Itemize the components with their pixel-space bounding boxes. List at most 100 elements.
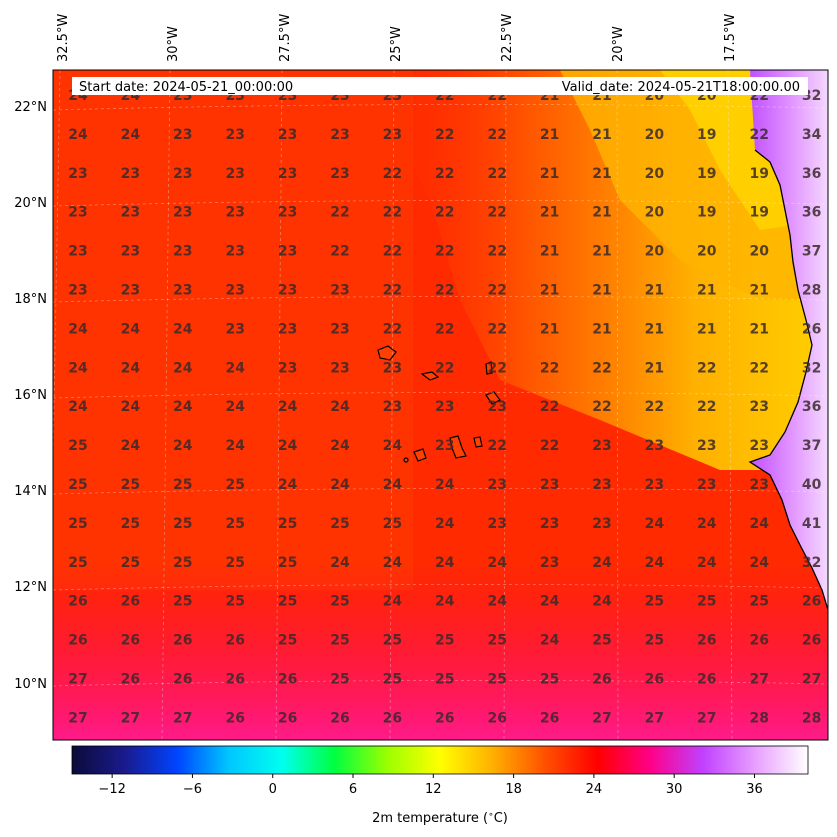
- temperature-value: 24: [330, 399, 350, 415]
- temperature-value: 24: [173, 399, 193, 415]
- temperature-value: 23: [749, 399, 768, 415]
- map-frame: [52, 69, 829, 741]
- temperature-value: 25: [435, 633, 454, 649]
- temperature-value: 23: [121, 166, 140, 182]
- temperature-value: 23: [225, 283, 244, 299]
- temperature-value: 25: [540, 672, 559, 688]
- colorbar: [71, 745, 809, 775]
- temperature-value: 23: [68, 166, 87, 182]
- temperature-value: 23: [278, 205, 297, 221]
- temperature-value: 26: [225, 672, 244, 688]
- valid-date-text: Valid_date: 2024-05-21T18:00:00.00: [562, 80, 800, 95]
- temperature-value: 23: [330, 321, 349, 337]
- temperature-value: 20: [749, 244, 769, 260]
- temperature-value: 25: [487, 672, 506, 688]
- temperature-value: 25: [225, 555, 244, 571]
- temperature-value: 27: [68, 672, 87, 688]
- temperature-value: 23: [697, 438, 716, 454]
- temperature-value: 41: [802, 516, 821, 532]
- temperature-value: 23: [645, 438, 664, 454]
- temperature-value: 25: [68, 516, 87, 532]
- temperature-value: 26: [173, 672, 192, 688]
- temperature-value: 25: [383, 633, 402, 649]
- temperature-value: 22: [540, 360, 559, 376]
- temperature-value: 24: [330, 555, 350, 571]
- colorbar-tick-label: 6: [349, 782, 357, 797]
- temperature-value: 23: [225, 244, 244, 260]
- temperature-value: 23: [173, 283, 192, 299]
- temperature-value: 25: [225, 594, 244, 610]
- temperature-value: 24: [173, 360, 193, 376]
- lon-label: 30°W: [166, 26, 181, 62]
- temperature-value: 26: [697, 633, 716, 649]
- temperature-value: 20: [645, 127, 665, 143]
- temperature-value: 22: [487, 244, 506, 260]
- colorbar-tick-label: −6: [183, 782, 202, 797]
- temperature-value: 21: [645, 360, 664, 376]
- temperature-value: 26: [121, 672, 140, 688]
- temperature-value: 23: [68, 244, 87, 260]
- lat-label: 16°N: [14, 388, 47, 403]
- graticule: [53, 70, 828, 740]
- temperature-value: 36: [802, 205, 821, 221]
- temperature-value: 23: [68, 205, 87, 221]
- temperature-value: 23: [278, 244, 297, 260]
- start-date-text: Start date: 2024-05-21_00:00:00: [79, 80, 293, 95]
- temperature-value: 26: [278, 672, 297, 688]
- temperature-value: 23: [487, 477, 506, 493]
- temperature-value: 24: [68, 360, 88, 376]
- temperature-value: 26: [330, 710, 349, 726]
- temperature-value: 26: [487, 710, 506, 726]
- temperature-value: 24: [435, 516, 455, 532]
- temperature-value: 19: [697, 166, 716, 182]
- temperature-value: 21: [540, 283, 559, 299]
- temperature-value: 21: [592, 127, 611, 143]
- temperature-value: 25: [592, 633, 611, 649]
- lon-label: 22.5°W: [500, 14, 515, 62]
- colorbar-tick-label: 18: [505, 782, 522, 797]
- temperature-value: 22: [487, 127, 506, 143]
- lon-label: 25°W: [389, 26, 404, 62]
- lon-label: 27.5°W: [278, 14, 293, 62]
- temperature-value: 32: [802, 555, 821, 571]
- temperature-value: 37: [802, 438, 821, 454]
- temperature-value: 36: [802, 166, 821, 182]
- temperature-value: 21: [749, 321, 768, 337]
- temperature-value: 27: [749, 672, 768, 688]
- temperature-value: 23: [487, 399, 506, 415]
- temperature-value: 22: [540, 438, 559, 454]
- temperature-value: 25: [225, 477, 244, 493]
- temperature-value: 26: [121, 594, 140, 610]
- temperature-value: 21: [592, 205, 611, 221]
- temperature-value: 23: [278, 360, 297, 376]
- temperature-value: 25: [278, 555, 297, 571]
- temperature-value: 22: [383, 283, 402, 299]
- temperature-value: 20: [645, 205, 665, 221]
- temperature-value: 26: [592, 672, 611, 688]
- temperature-value: 26: [802, 594, 821, 610]
- colorbar-tick-label: −12: [98, 782, 125, 797]
- temperature-value: 25: [330, 672, 349, 688]
- temperature-value: 26: [802, 321, 821, 337]
- cape-verde-islands: [377, 345, 501, 463]
- temperature-value: 23: [435, 399, 454, 415]
- temperature-value: 32: [802, 360, 821, 376]
- temperature-value: 23: [749, 438, 768, 454]
- temperature-value: 25: [121, 555, 140, 571]
- temperature-value: 23: [749, 477, 768, 493]
- temperature-value: 22: [435, 244, 454, 260]
- temperature-value: 25: [330, 516, 349, 532]
- temperature-value: 23: [540, 516, 559, 532]
- longitude-labels: 32.5°W 30°W 27.5°W 25°W 22.5°W 20°W 17.5…: [56, 14, 738, 62]
- temperature-value: 23: [121, 244, 140, 260]
- temperature-value: 24: [225, 360, 245, 376]
- temperature-value: 20: [697, 244, 717, 260]
- temperature-value: 19: [749, 166, 768, 182]
- temperature-value: 37: [802, 244, 821, 260]
- temperature-field: 24 24 23 23 23 23 23 22 22 21 21 20 20 22 32 24 24 23 23 23…: [53, 70, 828, 740]
- temperature-value: 24: [68, 127, 88, 143]
- temperature-value: 24: [697, 555, 717, 571]
- temperature-value: 25: [173, 516, 192, 532]
- temperature-value: 24: [121, 127, 141, 143]
